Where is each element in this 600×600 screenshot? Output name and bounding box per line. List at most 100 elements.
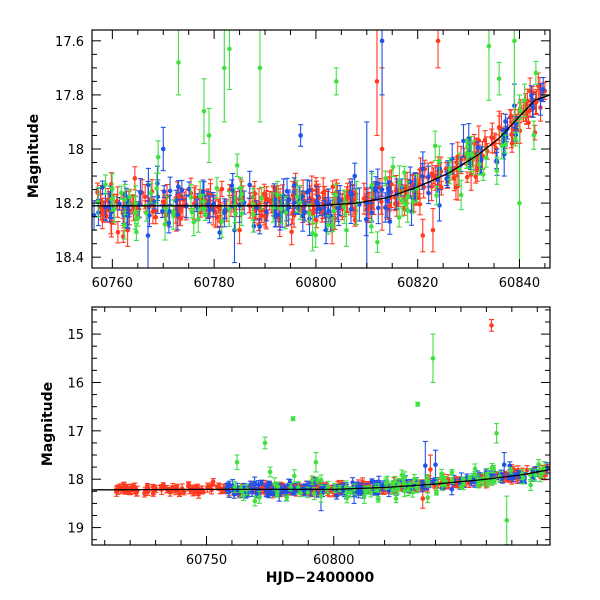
bottom-data-point [315,477,320,483]
top-series-2 [92,30,546,268]
top-data-point [518,108,523,113]
top-data-point [457,167,462,172]
top-data-point [315,200,321,206]
top-data-point [430,227,436,233]
top-data-point [349,192,355,197]
top-data-point [289,229,294,235]
top-data-point [173,198,179,203]
top-data-point [451,176,457,181]
bottom-data-point [351,486,357,492]
bottom-data-point [145,483,150,489]
top-data-point [299,194,305,199]
top-data-point [437,203,442,208]
top-data-point [227,46,232,52]
bottom-data-point [290,490,296,496]
top-data-point [378,199,384,205]
top-data-point [517,200,522,206]
bottom-data-point [259,480,264,486]
top-data-point [496,76,502,81]
top-data-point [95,189,100,195]
bottom-data-point [489,465,495,471]
bottom-data-point [264,489,269,494]
bottom-data-point [420,496,426,501]
top-data-point [166,220,172,226]
top-data-point [186,186,192,192]
top-data-point [152,208,158,214]
top-data-point [188,195,194,200]
top-data-point [257,224,263,229]
top-data-point [379,146,385,152]
top-data-point [503,141,509,147]
top-data-point [206,133,212,138]
top-data-point [95,199,101,205]
top-data-point [176,184,181,190]
top-data-point [127,194,132,200]
top-data-point [375,239,380,245]
top-data-point [540,87,546,92]
top-data-point [437,159,442,164]
top-data-point [310,211,316,217]
top-data-point [241,200,247,205]
bottom-series-3 [232,333,547,545]
top-data-point [496,125,502,130]
top-data-point [508,113,514,119]
top-data-point [420,166,426,171]
top-data-point [387,219,393,224]
top-data-point [325,222,331,228]
top-data-point [291,200,297,205]
top-series-3 [95,30,539,268]
bottom-data-point [325,485,331,490]
top-data-point [222,65,227,71]
top-data-point [219,186,225,192]
top-x-tick-label: 60840 [499,276,540,291]
top-data-point [191,219,197,225]
top-data-point [179,187,185,193]
bottom-data-point [501,462,507,467]
top-data-point [175,212,180,218]
bottom-data-point [485,474,490,479]
top-data-point [503,119,508,124]
top-data-point [154,186,159,191]
bottom-data-point [405,487,411,493]
bottom-data-point [295,485,301,490]
top-data-point [523,102,528,107]
top-data-point [211,201,217,206]
top-data-point [214,215,220,220]
top-data-point [259,213,265,218]
top-data-point [464,174,470,180]
bottom-data-point [231,492,237,497]
top-data-point [297,200,303,205]
top-data-point [526,120,531,126]
top-data-point [344,227,349,233]
top-data-point [322,205,327,210]
top-data-point [434,193,439,198]
top-data-point [143,210,149,216]
bottom-data-point [275,484,281,490]
top-data-point [233,211,238,216]
top-data-point [207,207,212,212]
top-data-point [420,233,426,238]
bottom-plot-area [92,319,550,545]
top-data-point [530,105,536,111]
top-data-point [426,174,431,179]
bottom-data-point [167,490,173,495]
top-data-point [115,229,121,235]
top-data-point [410,199,416,205]
bottom-data-point [224,485,230,490]
top-data-point [375,205,381,211]
top-data-point [109,181,114,187]
bottom-data-point [390,481,395,487]
top-data-point [405,194,411,199]
bottom-data-point [508,468,514,473]
top-data-point [122,197,128,202]
bottom-data-point [424,477,429,483]
bottom-data-point [252,480,257,486]
bottom-data-point [249,489,255,495]
bottom-data-point [344,490,350,495]
top-data-point [375,181,381,186]
top-data-point [226,206,232,212]
bottom-data-point [132,485,138,490]
top-data-point [160,208,165,214]
bottom-data-point [485,481,490,486]
top-data-point [109,186,115,192]
